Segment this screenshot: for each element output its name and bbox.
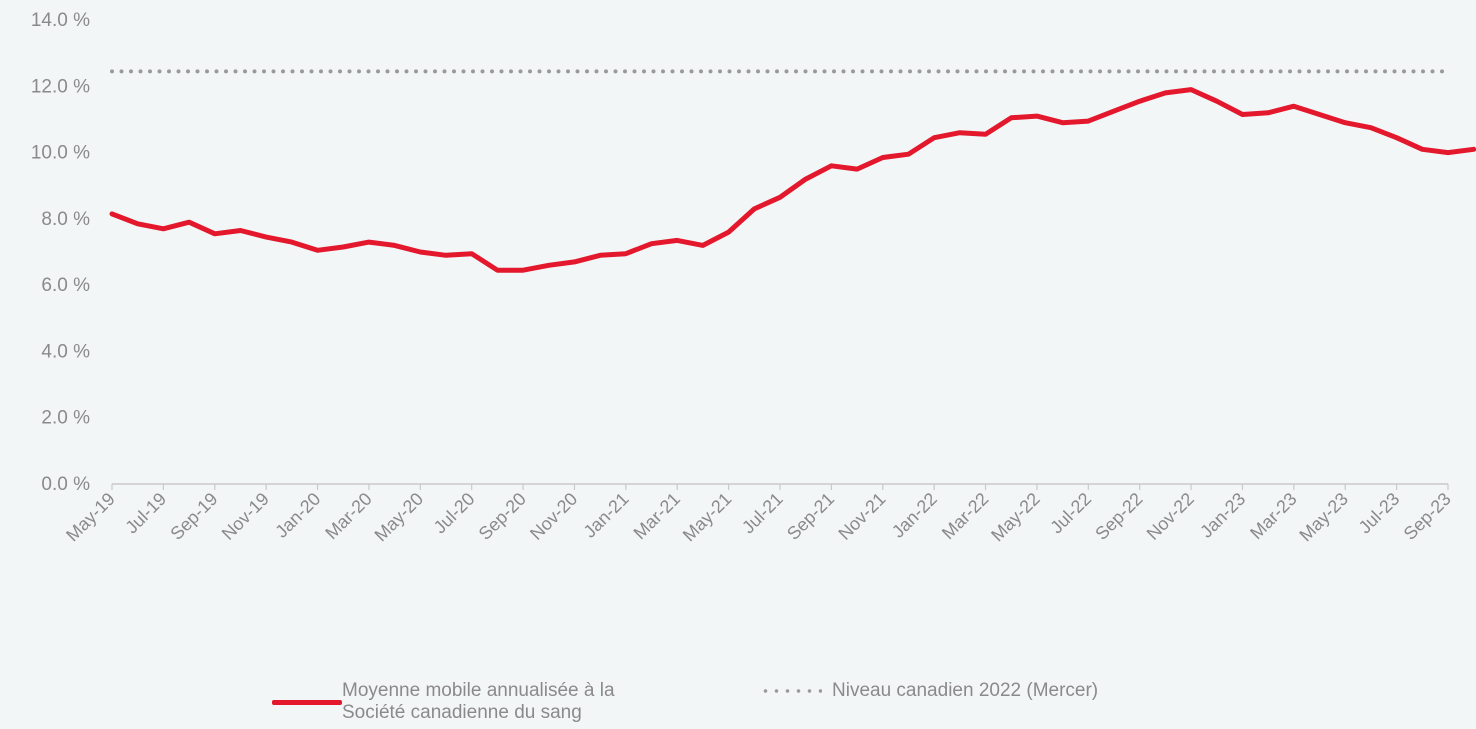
x-tick-label: Mar-22 — [938, 489, 992, 543]
y-tick-label: 4.0 % — [41, 341, 90, 362]
series-layer — [109, 69, 1476, 273]
y-tick-label: 0.0 % — [41, 474, 90, 495]
x-tick-label: Nov-20 — [526, 489, 581, 544]
series-line-blood-service — [109, 87, 1476, 273]
legend: Moyenne mobile annualisée à la Société c… — [272, 680, 1272, 729]
legend-label-line1: Moyenne mobile annualisée à la — [342, 680, 615, 701]
x-tick-label: May-23 — [1295, 489, 1352, 546]
y-tick-label: 8.0 % — [41, 209, 90, 230]
x-tick-label: Jul-19 — [121, 489, 170, 538]
x-tick-label: Mar-20 — [321, 489, 375, 543]
x-tick-label: May-20 — [371, 489, 428, 546]
y-tick-label: 10.0 % — [31, 143, 90, 164]
x-tick-label: Sep-21 — [783, 489, 838, 544]
x-tick-label: Sep-22 — [1091, 489, 1146, 544]
legend-label-line2: Société canadienne du sang — [342, 702, 582, 723]
x-tick-label: May-22 — [987, 489, 1044, 546]
x-tick-label: Nov-19 — [218, 489, 273, 544]
x-tick-label: Jul-21 — [738, 489, 787, 538]
x-tick-label: Sep-19 — [166, 489, 221, 544]
x-tick-label: Nov-21 — [834, 489, 889, 544]
x-tick-label: Nov-22 — [1143, 489, 1198, 544]
x-tick-label: Jan-20 — [271, 489, 324, 542]
x-tick-label: Mar-21 — [630, 489, 684, 543]
x-tick-label: May-19 — [62, 489, 119, 546]
line-chart: 0.0 % 2.0 % 4.0 % 6.0 % 8.0 % 10.0 % 12.0 % 14.… — [31, 10, 1476, 546]
y-tick-label: 12.0 % — [31, 76, 90, 97]
legend-label-mercer: Niveau canadien 2022 (Mercer) — [832, 680, 1099, 701]
x-tick-label: Jul-23 — [1355, 489, 1404, 538]
x-tick-label: Sep-23 — [1400, 489, 1455, 544]
legend-item-blood-service: Moyenne mobile annualisée à la Société c… — [272, 680, 615, 724]
x-tick-label: Jan-21 — [580, 489, 633, 542]
x-tick-label: Jul-20 — [430, 489, 479, 538]
x-tick-label: Jan-22 — [888, 489, 941, 542]
x-tick-label: May-21 — [679, 489, 736, 546]
x-tick-label: Sep-20 — [475, 489, 530, 544]
legend-item-mercer: Niveau canadien 2022 (Mercer) — [760, 680, 1098, 702]
x-tick-label: Jan-23 — [1196, 489, 1249, 542]
x-axis: May-19 Jul-19Sep-19Nov-19Jan-20Mar-20May-… — [62, 483, 1455, 546]
legend-label-blood-service: Moyenne mobile annualisée à la Société c… — [342, 680, 615, 724]
y-tick-label: 2.0 % — [41, 408, 90, 429]
x-tick-label: Mar-23 — [1246, 489, 1300, 543]
y-tick-label: 14.0 % — [31, 10, 90, 31]
y-axis: 0.0 % 2.0 % 4.0 % 6.0 % 8.0 % 10.0 % 12.0 % 14.… — [31, 10, 90, 495]
legend-swatch-dotted-line — [760, 689, 822, 693]
legend-swatch-red-line — [272, 700, 342, 705]
x-tick-label: Jul-22 — [1046, 489, 1095, 538]
y-tick-label: 6.0 % — [41, 275, 90, 296]
